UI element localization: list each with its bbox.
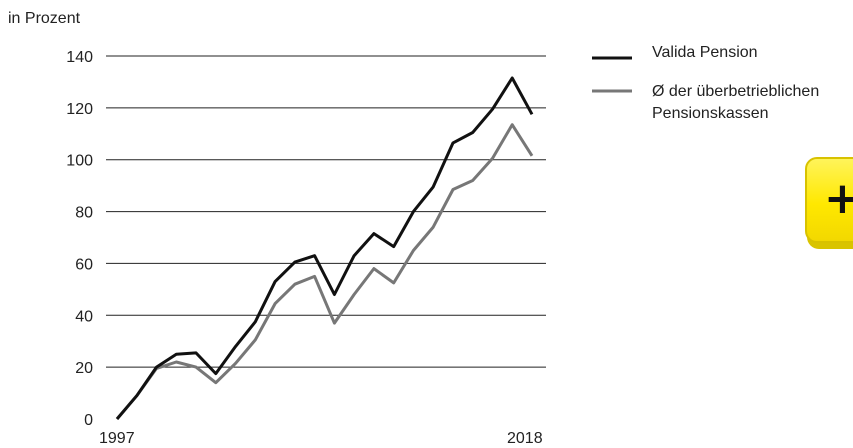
series-line-valida	[115, 76, 534, 420]
x-tick-label-end: 2018	[507, 430, 543, 447]
legend-label-average-line1: Ø der überbetrieblichen	[652, 83, 819, 100]
y-tick-label: 20	[75, 360, 93, 377]
y-axis-label: in Prozent	[8, 10, 81, 27]
y-tick-label: 60	[75, 256, 93, 273]
y-tick-label: 40	[75, 308, 93, 325]
plus-icon: +	[824, 173, 853, 224]
plus-button[interactable]: +	[800, 157, 853, 253]
plus-button-face: +	[805, 157, 853, 243]
y-tick-label: 140	[66, 49, 93, 66]
legend: Valida Pension Ø der überbetrieblichen P…	[592, 44, 824, 122]
y-tick-label: 80	[75, 205, 93, 222]
x-tick-labels: 1997 2018	[99, 430, 543, 447]
series-line-average	[115, 123, 534, 420]
y-tick-labels: 0 20 40 60 80 100 120 140	[66, 49, 93, 429]
y-tick-label: 100	[66, 153, 93, 170]
y-tick-label: 120	[66, 101, 93, 118]
y-tick-label: 0	[84, 412, 93, 429]
legend-label-valida: Valida Pension	[652, 44, 758, 61]
series-lines	[115, 76, 534, 420]
legend-label-average-line2: Pensionskassen	[652, 105, 769, 122]
x-tick-label-start: 1997	[99, 430, 135, 447]
legend-label-average: Ø der überbetrieblichen Pensionskassen	[652, 83, 824, 122]
gridlines	[106, 55, 546, 368]
